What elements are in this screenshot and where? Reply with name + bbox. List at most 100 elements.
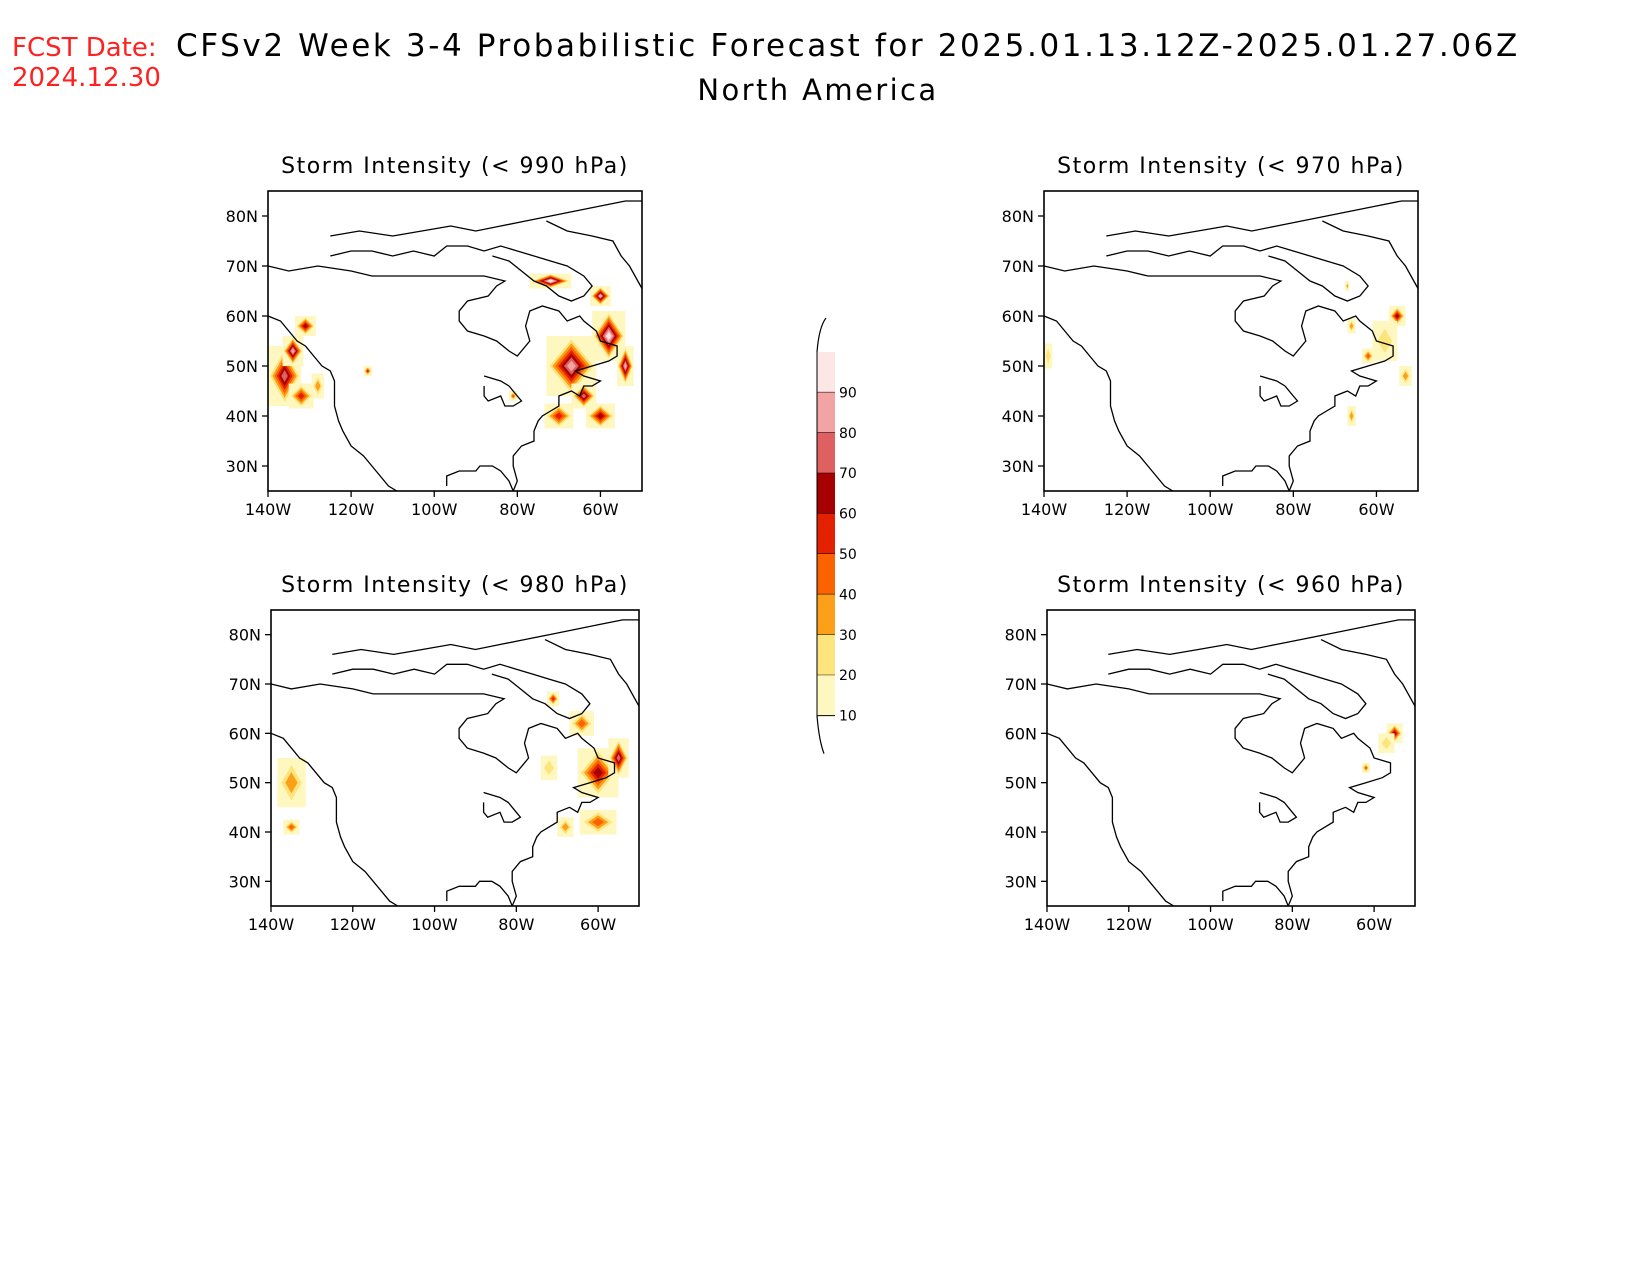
- map-frame: [1046, 609, 1416, 907]
- panel-title: Storm Intensity (< 960 hPa): [1057, 573, 1405, 598]
- colorbar-segment: [817, 513, 835, 554]
- map-frame: [267, 190, 643, 492]
- map-frame: [270, 609, 640, 907]
- coastline: [1047, 683, 1392, 906]
- colorbar-segment: [817, 634, 835, 676]
- probability-cell: [547, 279, 554, 283]
- lon-tick-label: 100W: [411, 915, 458, 934]
- map-panel: Storm Intensity (< 970 hPa) 80N 70N 60N 50N 4…: [1002, 154, 1419, 519]
- lat-tick-label: 80N: [1002, 207, 1034, 226]
- probability-cell: [551, 696, 555, 701]
- lon-tick-label: 100W: [1187, 915, 1234, 934]
- colorbar-label: 30: [839, 628, 857, 644]
- coastline: [1322, 220, 1418, 306]
- lat-tick-label: 50N: [226, 357, 258, 376]
- probability-cell: [598, 294, 603, 298]
- lon-tick-label: 120W: [1104, 500, 1151, 519]
- lat-tick-label: 40N: [1005, 823, 1037, 842]
- probability-cell: [616, 754, 621, 762]
- colorbar-label: 50: [839, 547, 857, 563]
- lon-tick-label: 60W: [580, 915, 616, 934]
- probability-cell: [1381, 737, 1392, 750]
- probability-cell: [567, 360, 576, 372]
- lon-tick-label: 120W: [330, 915, 377, 934]
- probability-cell: [288, 824, 295, 830]
- probability-cell: [593, 767, 603, 779]
- panel-title: Storm Intensity (< 990 hPa): [281, 154, 629, 179]
- colorbar: 90 80 70 60 50 40 30 20 10: [816, 317, 857, 754]
- lat-tick-label: 60N: [229, 724, 261, 743]
- map-area: [268, 200, 642, 491]
- probability-cell: [315, 380, 321, 392]
- coastline: [332, 619, 639, 656]
- lon-tick-label: 140W: [245, 500, 292, 519]
- map-panels: Storm Intensity (< 990 hPa) 80N 70N 60N 50N 4…: [226, 154, 1419, 934]
- lat-tick-label: 30N: [226, 457, 258, 476]
- probability-cell: [1377, 329, 1393, 353]
- coastline: [446, 880, 513, 906]
- lat-tick-label: 50N: [1002, 357, 1034, 376]
- colorbar-label: 60: [839, 507, 857, 523]
- lat-tick-label: 30N: [1002, 457, 1034, 476]
- probability-cell: [1349, 411, 1354, 421]
- map-area: [271, 619, 639, 906]
- probability-cell: [281, 370, 288, 382]
- coastline: [446, 465, 514, 491]
- colorbar-label: 40: [839, 587, 857, 603]
- figure-title: CFSv2 Week 3-4 Probabilistic Forecast fo…: [176, 28, 1520, 64]
- coastline: [483, 375, 523, 407]
- lat-tick-label: 60N: [1002, 307, 1034, 326]
- coastline: [1258, 791, 1298, 823]
- figure-subtitle: North America: [697, 73, 938, 107]
- probability-cell: [303, 323, 308, 329]
- lat-tick-label: 50N: [229, 774, 261, 793]
- coastline: [1044, 315, 1174, 491]
- lat-tick-label: 40N: [229, 823, 261, 842]
- colorbar-segment: [817, 432, 835, 474]
- lon-tick-label: 140W: [1024, 915, 1071, 934]
- probability-cell: [581, 393, 587, 399]
- colorbar-segment: [817, 675, 835, 716]
- lat-tick-label: 80N: [1005, 626, 1037, 645]
- map-panel: Storm Intensity (< 980 hPa) 80N 70N 60N 50N 4…: [229, 573, 640, 934]
- colorbar-segment: [817, 594, 835, 635]
- probability-cell: [561, 822, 569, 832]
- probability-cell: [366, 369, 369, 373]
- lat-tick-label: 70N: [229, 675, 261, 694]
- coastline: [1108, 619, 1415, 656]
- coastline: [482, 791, 522, 823]
- probability-cell: [511, 394, 515, 398]
- coastline: [1047, 732, 1175, 906]
- coastline: [1222, 465, 1290, 491]
- coastline: [330, 200, 642, 237]
- coastline: [271, 732, 399, 906]
- lon-tick-label: 80W: [1274, 915, 1310, 934]
- probability-cell: [285, 772, 298, 794]
- colorbar-segment: [817, 352, 835, 393]
- probability-cell: [1395, 313, 1400, 319]
- map-frame: [1043, 190, 1419, 492]
- lat-tick-label: 70N: [226, 257, 258, 276]
- lat-tick-label: 40N: [226, 407, 258, 426]
- lon-tick-label: 120W: [328, 500, 375, 519]
- lon-tick-label: 80W: [499, 500, 535, 519]
- probability-cell: [1349, 322, 1354, 330]
- coastline: [1320, 639, 1415, 724]
- probability-cell: [544, 760, 554, 776]
- probability-cell: [1402, 371, 1409, 381]
- lat-tick-label: 70N: [1005, 675, 1037, 694]
- colorbar-cap-top: [816, 317, 827, 353]
- coastline: [268, 315, 398, 491]
- map-area: [1044, 200, 1418, 491]
- lon-tick-label: 60W: [1356, 915, 1392, 934]
- probability-cell: [1364, 766, 1368, 770]
- probability-cell: [297, 392, 305, 400]
- coastline: [544, 639, 639, 724]
- coastline: [332, 663, 591, 720]
- lat-tick-label: 40N: [1002, 407, 1034, 426]
- colorbar-label: 90: [839, 385, 857, 401]
- probability-cell: [592, 818, 605, 827]
- coastline: [1259, 375, 1299, 407]
- lon-tick-label: 140W: [1021, 500, 1068, 519]
- map-panel: Storm Intensity (< 990 hPa) 80N 70N 60N 50N 4…: [226, 154, 643, 519]
